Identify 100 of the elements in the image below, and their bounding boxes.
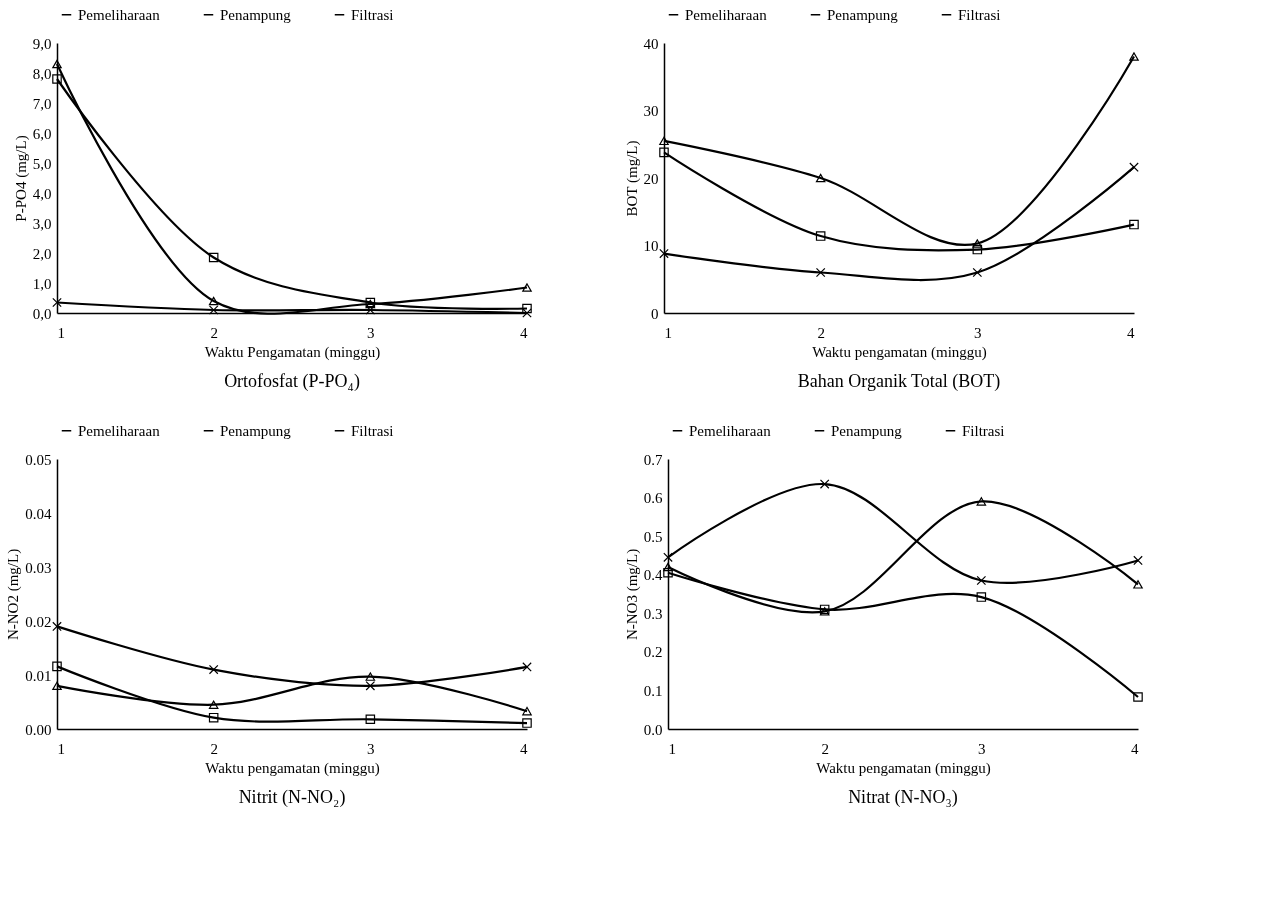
- text: Bahan Organik Total (BOT): [797, 371, 1001, 392]
- point: [522, 308, 532, 318]
- legend-label: Filtrasi: [962, 422, 1005, 439]
- x-tick-label: 3: [367, 324, 375, 341]
- legend-label: Pemeliharaan: [78, 6, 161, 23]
- x-tick-label: 1: [57, 324, 65, 341]
- point: [52, 621, 62, 632]
- y-tick-label: 0.05: [25, 451, 52, 468]
- x-axis-title: Waktu Pengamatan (minggu): [204, 343, 381, 361]
- point: [976, 497, 987, 506]
- x-tick-label: 3: [974, 324, 982, 341]
- point: [972, 267, 983, 278]
- point: [208, 252, 219, 263]
- y-tick-label: 0.01: [25, 667, 52, 684]
- y-tick-label: 20: [643, 170, 659, 187]
- point: [1133, 555, 1143, 566]
- text: Nitrat (N-NO₃): [848, 787, 958, 808]
- y-tick-label: 7,0: [32, 95, 52, 112]
- point: [522, 718, 532, 728]
- legend-label: Pemeliharaan: [78, 422, 161, 439]
- point: [663, 568, 673, 578]
- point: [663, 562, 673, 572]
- legend-label: Filtrasi: [351, 6, 394, 23]
- y-tick-label: 2,0: [32, 245, 52, 262]
- legend-label: Filtrasi: [958, 6, 1001, 23]
- x-tick-label: 1: [664, 324, 672, 341]
- y-tick-label: 0.3: [643, 605, 663, 622]
- legend-label: Pemeliharaan: [689, 422, 772, 439]
- y-tick-label: 0.1: [643, 682, 663, 699]
- x-tick-label: 3: [367, 740, 375, 757]
- point: [522, 283, 532, 292]
- point: [972, 244, 983, 255]
- y-tick-label: 0.7: [643, 451, 663, 468]
- y-tick-label: 4,0: [32, 185, 52, 202]
- x-tick-label: 2: [210, 324, 218, 341]
- x-tick-label: 2: [821, 740, 829, 757]
- point: [365, 714, 376, 725]
- y-tick-label: 0.5: [643, 528, 663, 545]
- y-tick-label: 0.03: [25, 559, 52, 576]
- legend-label: Pemeliharaan: [685, 6, 768, 23]
- point: [208, 664, 219, 675]
- point: [1129, 52, 1139, 61]
- point: [659, 248, 669, 259]
- point: [972, 239, 983, 248]
- y-tick-label: 9,0: [32, 35, 52, 52]
- point: [1129, 219, 1139, 230]
- point: [819, 479, 830, 489]
- point: [522, 706, 532, 716]
- point: [1133, 580, 1143, 589]
- y-axis-title: N-NO3 (mg/L): [623, 548, 641, 641]
- point: [208, 700, 219, 709]
- point: [815, 267, 826, 278]
- y-axis-title: P-PO4 (mg/L): [12, 135, 30, 222]
- y-tick-label: 0.00: [25, 721, 52, 738]
- y-tick-label: 0.04: [25, 505, 52, 522]
- y-tick-label: 0.02: [25, 613, 52, 630]
- y-tick-label: 1,0: [32, 275, 52, 292]
- y-axis-title: BOT (mg/L): [623, 140, 641, 217]
- y-tick-label: 0.6: [643, 490, 663, 507]
- point: [1129, 162, 1139, 172]
- point: [52, 59, 62, 69]
- point: [976, 575, 987, 586]
- point: [208, 296, 219, 306]
- legend-label: Filtrasi: [351, 422, 394, 439]
- x-tick-label: 1: [57, 740, 65, 757]
- y-tick-label: 3,0: [32, 215, 52, 232]
- x-axis-title: Waktu pengamatan (minggu): [812, 343, 987, 361]
- point: [976, 592, 987, 602]
- x-tick-label: 3: [978, 740, 986, 757]
- x-tick-label: 2: [210, 740, 218, 757]
- x-tick-label: 4: [520, 740, 528, 757]
- x-axis-title: Waktu pengamatan (minggu): [205, 759, 380, 777]
- point: [815, 173, 826, 183]
- text: Ortofosfat (P-PO₄): [224, 371, 360, 392]
- x-tick-label: 4: [1127, 324, 1135, 341]
- point: [52, 297, 62, 308]
- legend-label: Penampung: [827, 6, 899, 23]
- point: [815, 231, 826, 241]
- point: [1133, 692, 1143, 702]
- x-tick-label: 4: [520, 324, 528, 341]
- text: Nitrit (N-NO₂): [238, 787, 346, 808]
- y-tick-label: 30: [643, 103, 659, 119]
- point: [365, 672, 376, 681]
- point: [659, 147, 669, 158]
- point: [208, 712, 219, 723]
- y-tick-label: 5,0: [32, 155, 52, 172]
- legend-label: Penampung: [220, 6, 292, 23]
- y-tick-label: 0.4: [643, 567, 663, 584]
- y-tick-label: 40: [643, 35, 659, 52]
- y-tick-label: 10: [643, 238, 659, 254]
- legend-label: Penampung: [831, 422, 903, 439]
- x-tick-label: 1: [668, 740, 676, 757]
- y-tick-label: 0: [651, 305, 659, 322]
- x-axis-title: Waktu pengamatan (minggu): [816, 759, 991, 777]
- x-tick-label: 2: [817, 324, 825, 341]
- point: [52, 661, 62, 672]
- y-tick-label: 0.0: [643, 721, 663, 738]
- point: [52, 681, 62, 691]
- point: [365, 681, 376, 691]
- y-axis-title: N-NO2 (mg/L): [5, 548, 23, 641]
